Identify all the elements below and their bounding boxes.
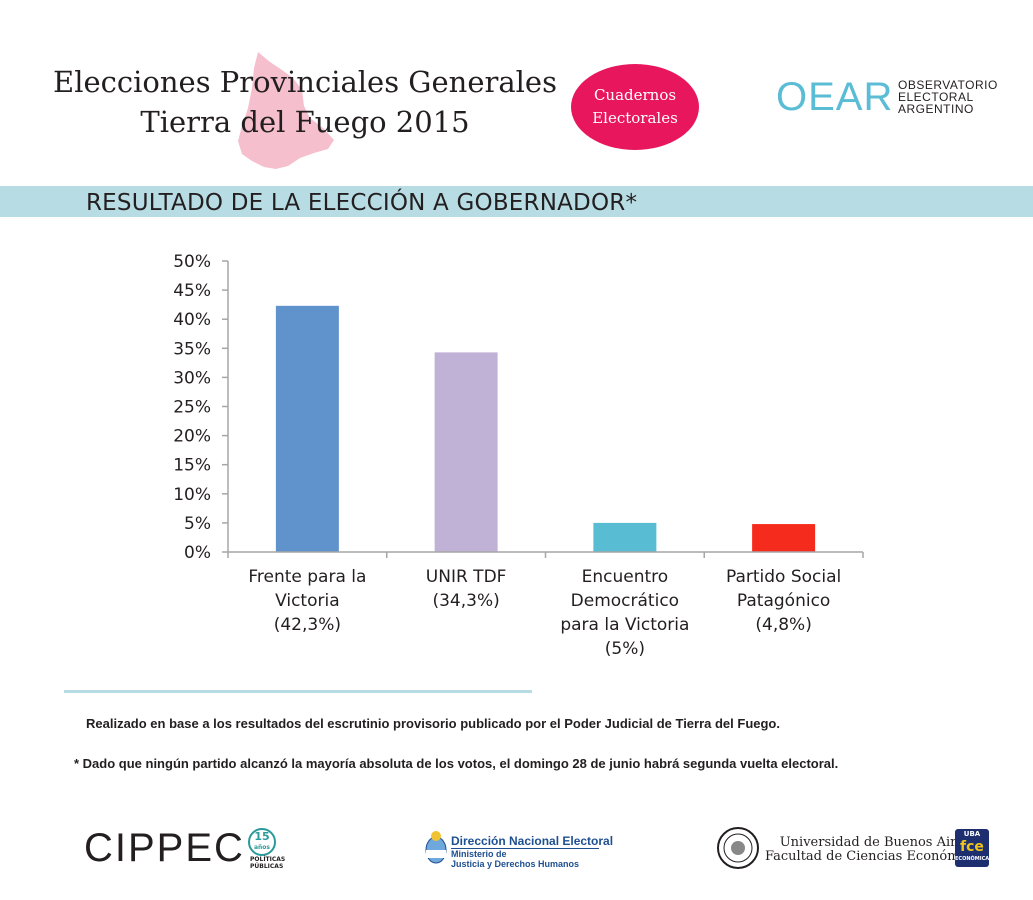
uba-seal-icon [717, 827, 759, 869]
bar [275, 305, 339, 552]
bar-chart: 0% 5% 10% 15% 20% 25% 30% 35% 40% 45% 50% [173, 252, 864, 563]
fce-top: UBA [963, 830, 981, 838]
x-tick-label: Partido Social Patagónico (4,8%) [709, 565, 859, 637]
section-band [0, 186, 1033, 217]
oear-caption: OBSERVATORIO ELECTORAL ARGENTINO [898, 79, 998, 115]
oear-line-3: ARGENTINO [898, 102, 974, 116]
source-note: Realizado en base a los resultados del e… [86, 716, 780, 731]
cippec-logo: CIPPEC [84, 826, 245, 870]
y-tick-label: 10% [173, 485, 211, 505]
oear-logo-text: OEAR [776, 75, 893, 118]
y-tick-label: 30% [173, 368, 211, 388]
x-tick-label: Encuentro Democrático para la Victoria (5%) [550, 565, 700, 661]
x-tick-label-line: (4,8%) [755, 615, 812, 635]
x-tick-label-line: (42,3%) [273, 615, 342, 635]
footnote: * Dado que ningún partido alcanzó la may… [74, 756, 839, 771]
x-tick-label-line: Encuentro [581, 567, 669, 587]
cippec-years-label: años [253, 844, 270, 851]
uba-line-2: Facultad de Ciencias Económicas [765, 849, 986, 864]
badge-line-1: Cuadernos [593, 86, 677, 104]
argentina-shield-icon [425, 831, 447, 864]
uba-name: Universidad de Buenos Aires Facultad de … [765, 836, 985, 864]
dne-subtitle: Ministerio de Justicia y Derechos Humano… [451, 849, 579, 869]
cippec-sub-1: POLÍTICAS [250, 856, 286, 863]
y-tick-label: 25% [173, 398, 211, 418]
x-tick-label-line: para la Victoria [560, 615, 690, 635]
x-tick-label: Frente para la Victoria (42,3%) [232, 565, 382, 637]
dne-sub-1: Ministerio de [451, 849, 507, 859]
bar [434, 352, 498, 552]
y-tick-label: 35% [173, 339, 211, 359]
y-tick-label: 40% [173, 310, 211, 330]
fce-bottom: ECONÓMICAS [955, 856, 993, 862]
x-tick-label-line: Democrático [570, 591, 680, 611]
dne-sub-2: Justicia y Derechos Humanos [451, 859, 580, 869]
bar [593, 522, 657, 552]
fce-mid: fce [960, 839, 984, 855]
y-tick-label: 20% [173, 427, 211, 447]
title-line-1: Elecciones Provinciales Generales [53, 65, 557, 99]
page-title: Elecciones Provinciales Generales Tierra… [40, 62, 570, 142]
cippec-sub-2: PÚBLICAS [250, 863, 284, 870]
y-tick-label: 50% [173, 252, 211, 272]
oear-logo: OEAR [776, 75, 893, 118]
x-tick-label-line: Victoria [275, 591, 340, 611]
dne-title: Dirección Nacional Electoral [451, 834, 614, 848]
x-tick-label-line: Partido Social [725, 567, 842, 587]
x-tick-label: UNIR TDF (34,3%) [391, 565, 541, 613]
cippec-years: 15 [254, 830, 270, 843]
badge-line-2: Electorales [592, 109, 678, 127]
x-tick-label-line: (34,3%) [432, 591, 500, 611]
x-tick-label-line: (5%) [604, 639, 645, 659]
cippec-subtitle: POLÍTICAS PÚBLICAS [250, 856, 285, 870]
divider-rule [64, 690, 532, 693]
dne-divider [451, 848, 599, 849]
y-tick-label: 0% [184, 543, 211, 563]
fce-logo: UBA fce ECONÓMICAS [955, 829, 993, 867]
x-tick-label-line: UNIR TDF [425, 567, 507, 587]
y-tick-label: 5% [184, 514, 211, 534]
title-line-2: Tierra del Fuego 2015 [140, 105, 470, 139]
section-title: RESULTADO DE LA ELECCIÓN A GOBERNADOR* [86, 190, 638, 216]
oear-line-1: OBSERVATORIO [898, 78, 998, 92]
x-tick-label-line: Frente para la [248, 567, 367, 587]
uba-line-1: Universidad de Buenos Aires [779, 835, 971, 850]
cuadernos-electorales-badge: Cuadernos Electorales [571, 64, 699, 150]
y-tick-label: 45% [173, 281, 211, 301]
x-tick-label-line: Patagónico [736, 591, 831, 611]
cippec-15-badge: 15 años [248, 828, 276, 856]
bar [752, 524, 816, 552]
oear-line-2: ELECTORAL [898, 90, 974, 104]
y-tick-label: 15% [173, 456, 211, 476]
tierra-del-fuego-map-icon [238, 52, 334, 169]
